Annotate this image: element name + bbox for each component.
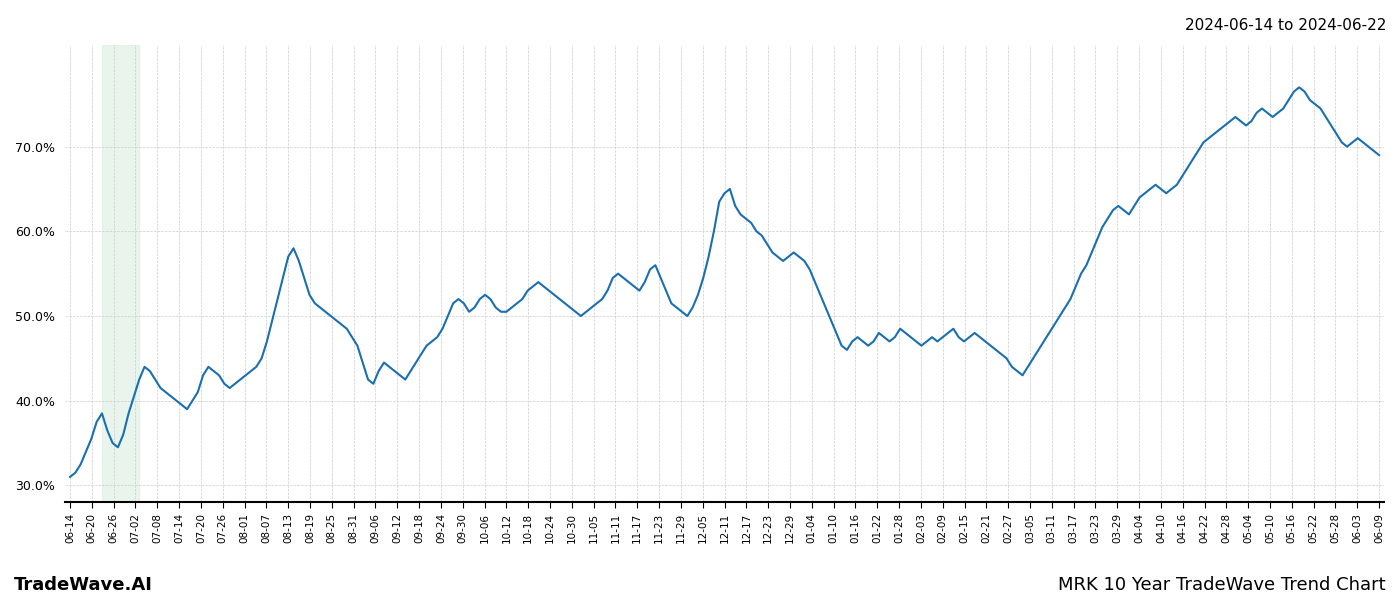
Text: TradeWave.AI: TradeWave.AI xyxy=(14,576,153,594)
Text: 2024-06-14 to 2024-06-22: 2024-06-14 to 2024-06-22 xyxy=(1184,18,1386,33)
Bar xyxy=(102,45,139,502)
Text: MRK 10 Year TradeWave Trend Chart: MRK 10 Year TradeWave Trend Chart xyxy=(1058,576,1386,594)
